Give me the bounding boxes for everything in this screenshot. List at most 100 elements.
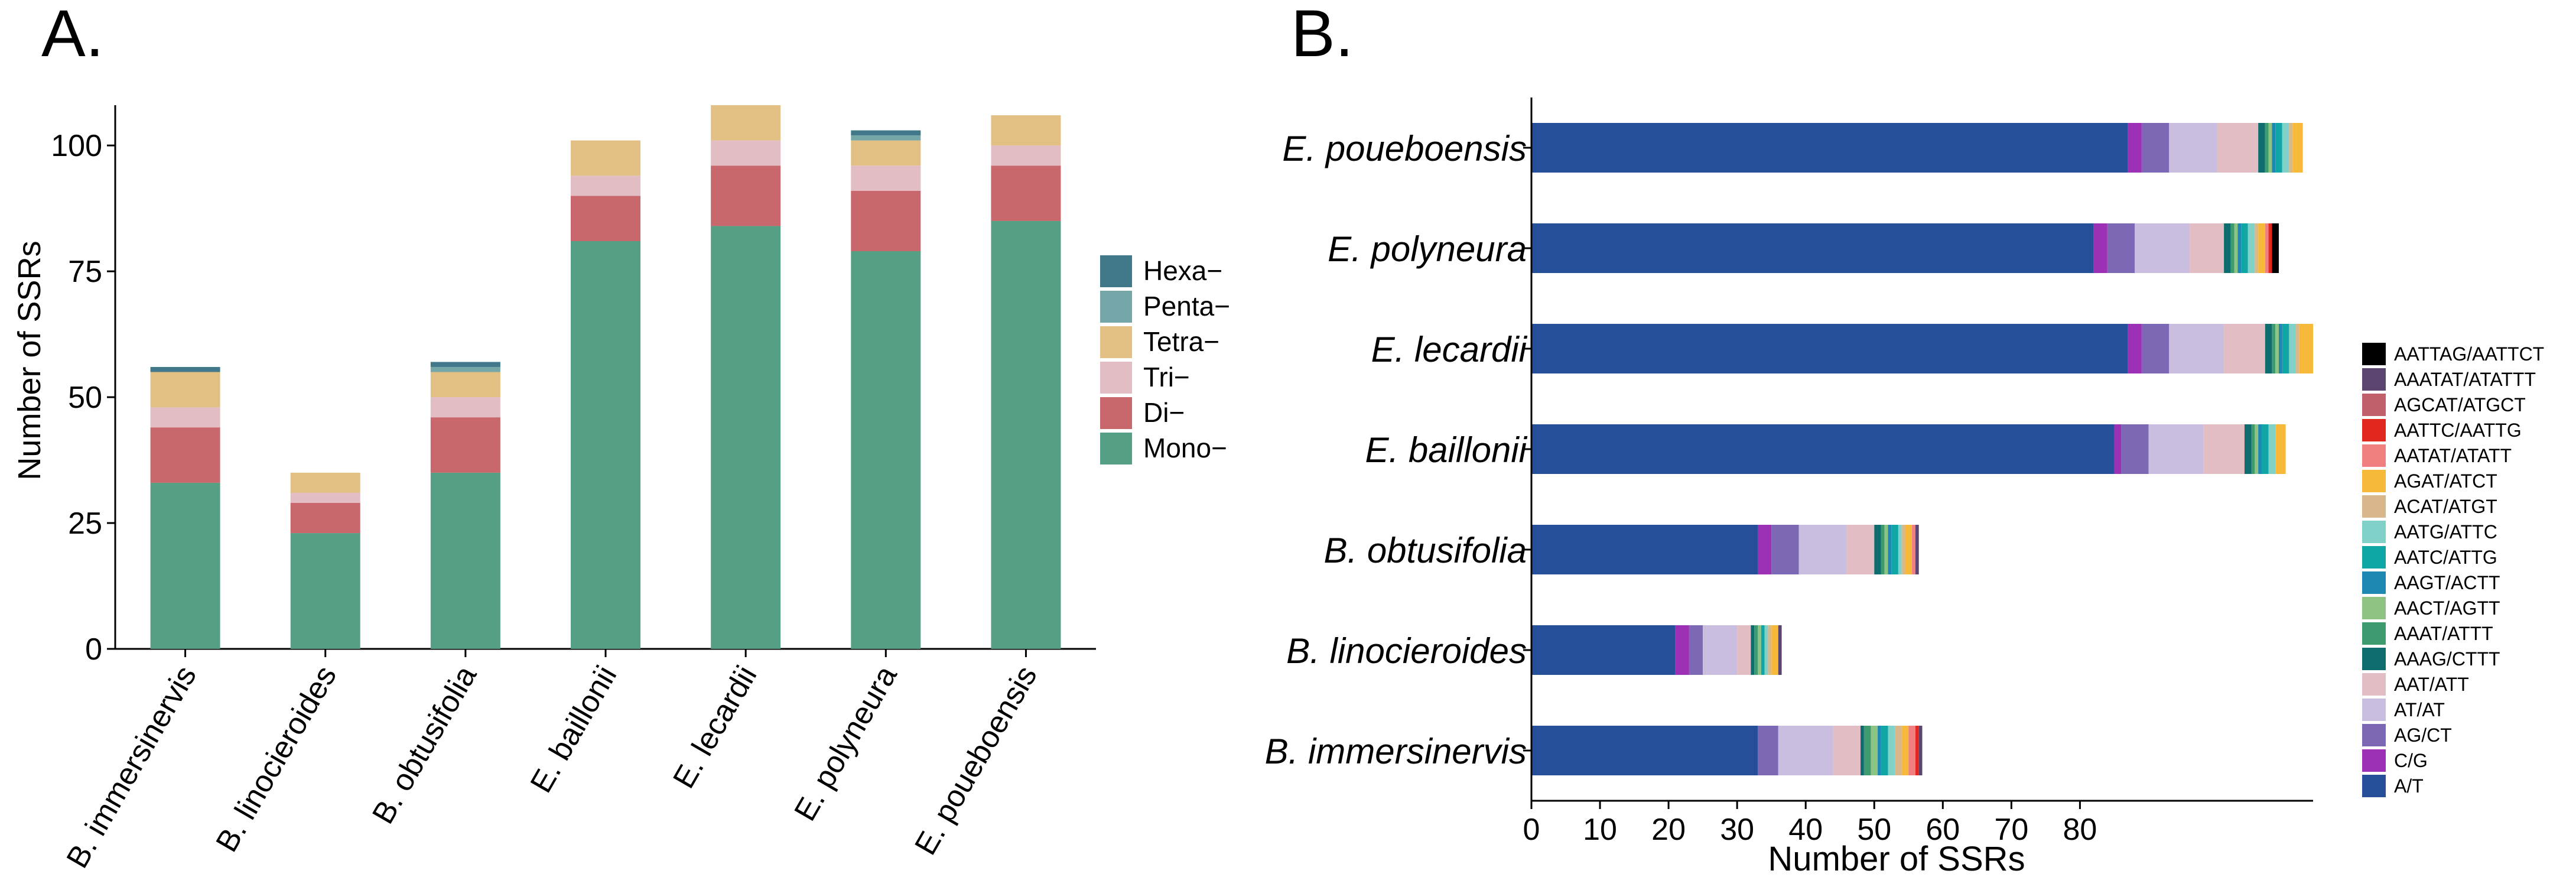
- x-tick-label: E. polyneura: [788, 660, 903, 827]
- bar-segment: [2272, 123, 2276, 173]
- bar-segment: [851, 135, 921, 141]
- bar-segment: [1861, 726, 1864, 775]
- legend-label: AGCAT/ATGCT: [2394, 394, 2526, 415]
- bar-segment: [2272, 223, 2279, 273]
- x-tick-label: B. immersinervis: [60, 660, 203, 874]
- x-tick-label: 80: [2063, 813, 2097, 847]
- panel-b: B. E. poueboensis E. polyneura E. lecardii…: [1265, 0, 2545, 878]
- bar-segment: [1881, 726, 1888, 775]
- bar-segment: [2255, 223, 2259, 273]
- bar-segment: [991, 145, 1061, 166]
- panel-b-legend: AATTAG/AATTCT AAATAT/ATATTT AGCAT/ATGCT AAT…: [2362, 343, 2544, 797]
- bar-segment: [150, 407, 220, 428]
- bar-segment: [2241, 223, 2248, 273]
- bar-segment: [1531, 324, 2128, 373]
- legend-swatch: [1100, 326, 1132, 358]
- bar-segment: [1846, 525, 1875, 574]
- legend-swatch: [2362, 571, 2386, 594]
- bar-segment: [2295, 324, 2299, 373]
- legend-label: Hexa−: [1143, 255, 1222, 286]
- bar-segment: [851, 251, 921, 649]
- panel-a-label: A.: [41, 0, 104, 70]
- bar-segment: [2251, 424, 2255, 474]
- legend-swatch: [2362, 368, 2386, 391]
- bar-segment: [571, 196, 640, 241]
- bar-segment: [2258, 424, 2262, 474]
- x-tick-label: 30: [1720, 813, 1754, 847]
- y-tick-label: E. poueboensis: [1282, 129, 1527, 168]
- bar-segment: [1912, 525, 1915, 574]
- bar-segment: [571, 140, 640, 176]
- legend-label: Mono−: [1143, 433, 1227, 463]
- legend-label: AG/CT: [2394, 725, 2452, 746]
- bar-segment: [2258, 123, 2265, 173]
- bar-segment: [1898, 525, 1902, 574]
- bar-segment: [2275, 123, 2282, 173]
- panel-a-legend: Hexa− Penta− Tetra− Tri− Di− Mono−: [1100, 255, 1230, 465]
- y-tick-label: 25: [68, 506, 102, 541]
- legend-label: Tri−: [1143, 362, 1190, 392]
- x-tick-label: 60: [1926, 813, 1960, 847]
- bar-segment: [1689, 625, 1703, 675]
- bar-segment: [2272, 324, 2276, 373]
- bar-segment: [1915, 726, 1919, 775]
- legend-swatch: [1100, 362, 1132, 394]
- bar-segment: [2248, 223, 2255, 273]
- legend-swatch: [2362, 749, 2386, 772]
- bar-segment: [991, 115, 1061, 146]
- bar-segment: [2141, 324, 2170, 373]
- bar-segment: [1888, 726, 1895, 775]
- bar-segment: [1778, 726, 1833, 775]
- bar-segment: [711, 165, 781, 226]
- legend-label: AAT/ATT: [2394, 674, 2469, 695]
- panel-b-label: B.: [1291, 0, 1354, 70]
- bar-segment: [1531, 223, 2094, 273]
- bar-segment: [1771, 625, 1778, 675]
- bar-segment: [1778, 625, 1782, 675]
- bar-segment: [1531, 424, 2115, 474]
- bar-segment: [711, 105, 781, 141]
- legend-swatch: [2362, 343, 2386, 365]
- y-tick-label: E. lecardii: [1371, 330, 1528, 369]
- legend-swatch: [1100, 433, 1132, 465]
- legend-swatch: [2362, 597, 2386, 619]
- legend-swatch: [2362, 775, 2386, 797]
- legend-swatch: [2362, 521, 2386, 543]
- bar-segment: [1757, 726, 1778, 775]
- legend-label: AAAT/ATTT: [2394, 623, 2493, 644]
- bar-segment: [150, 427, 220, 483]
- bar-segment: [1531, 726, 1758, 775]
- panel-a: A. Number of SSRs 0 25 50 75 100 B. immersin…: [12, 0, 1230, 874]
- bar-segment: [2289, 123, 2293, 173]
- bar-segment: [1871, 726, 1878, 775]
- x-tick-label: 50: [1857, 813, 1891, 847]
- legend-label: A/T: [2394, 775, 2424, 797]
- bar-segment: [1895, 726, 1902, 775]
- bar-segment: [2128, 123, 2142, 173]
- legend-label: Penta−: [1143, 291, 1230, 321]
- bar-segment: [711, 226, 781, 649]
- bar-segment: [1874, 525, 1881, 574]
- bar-segment: [1891, 525, 1898, 574]
- bar-segment: [2255, 424, 2259, 474]
- bar-segment: [2217, 123, 2259, 173]
- bar-segment: [1675, 625, 1689, 675]
- panel-a-x-axis: B. immersinervis B. linocieroides B. obtus…: [60, 649, 1044, 874]
- y-tick-label: B. linocieroides: [1286, 631, 1527, 671]
- bar-segment: [1888, 525, 1892, 574]
- legend-swatch: [2362, 419, 2386, 441]
- panel-a-y-axis: 0 25 50 75 100: [51, 105, 1096, 667]
- bar-segment: [1751, 625, 1755, 675]
- bar-segment: [2148, 424, 2204, 474]
- legend-swatch: [2362, 648, 2386, 670]
- bar-segment: [1833, 726, 1861, 775]
- panel-b-x-axis-label: Number of SSRs: [1768, 840, 2025, 878]
- y-tick-label: 50: [68, 381, 102, 415]
- bar-segment: [290, 533, 360, 649]
- bar-segment: [2261, 424, 2269, 474]
- bar-segment: [1764, 625, 1768, 675]
- bar-segment: [2258, 223, 2265, 273]
- bar-segment: [150, 482, 220, 649]
- legend-label: Tetra−: [1143, 326, 1219, 357]
- bar-segment: [430, 372, 500, 398]
